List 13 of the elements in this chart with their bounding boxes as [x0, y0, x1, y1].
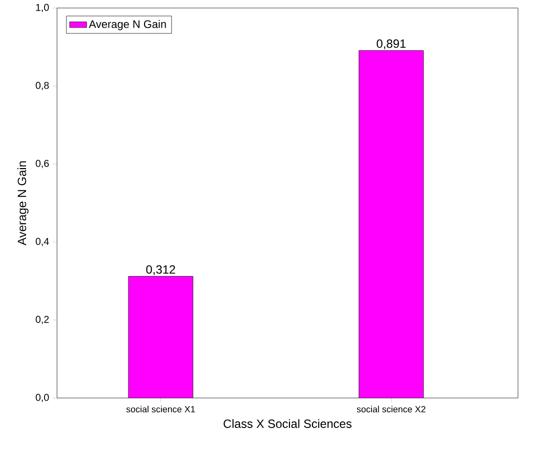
y-tick-label: 0,6 [36, 160, 49, 168]
y-tick-label: 0,2 [36, 316, 49, 324]
x-tick-label: social science X2 [356, 406, 426, 412]
x-axis-title: Class X Social Sciences [224, 419, 352, 428]
legend-label: Average N Gain [88, 20, 166, 30]
y-tick-label: 1,0 [36, 4, 49, 12]
y-tick-label: 0,8 [36, 82, 49, 90]
data-label: 0,312 [146, 265, 176, 276]
y-axis-title: Average N Gain [17, 161, 29, 246]
y-tick-label: 0,4 [36, 238, 49, 246]
x-tick-label: social science X1 [126, 406, 195, 412]
y-tick-label: 0,0 [36, 394, 49, 402]
data-label: 0,891 [376, 39, 406, 50]
